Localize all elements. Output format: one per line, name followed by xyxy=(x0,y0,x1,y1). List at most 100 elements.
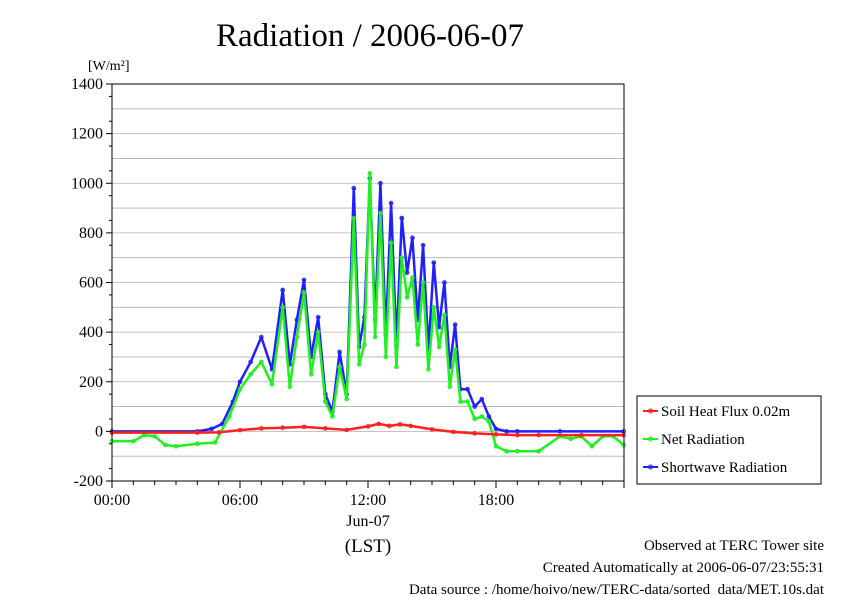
data-point xyxy=(351,215,357,221)
data-point xyxy=(436,344,442,350)
data-point xyxy=(486,414,492,419)
data-point xyxy=(465,399,470,404)
data-point xyxy=(280,305,285,310)
data-point xyxy=(294,334,300,340)
data-point xyxy=(173,443,179,449)
data-point xyxy=(426,367,431,372)
data-point xyxy=(479,414,485,419)
x-axis: 00:00 06:00 12:00 18:00 xyxy=(94,481,625,509)
data-point xyxy=(344,427,349,433)
data-point xyxy=(344,396,349,402)
series-line-net-radiation xyxy=(112,172,625,453)
data-point xyxy=(408,423,413,429)
y-tick-label: 800 xyxy=(79,225,103,242)
data-point xyxy=(362,342,367,347)
data-point xyxy=(337,349,342,355)
y-axis-unit: [W/m²] xyxy=(88,59,130,74)
legend-marker xyxy=(648,464,653,470)
data-point xyxy=(356,362,362,367)
y-tick-label: -200 xyxy=(74,473,103,490)
data-point xyxy=(472,404,477,409)
data-point xyxy=(259,334,264,340)
data-point xyxy=(330,414,335,419)
data-point xyxy=(280,425,285,430)
x-date-label: Jun-07 xyxy=(346,513,390,530)
data-point xyxy=(493,432,499,437)
data-point xyxy=(388,240,394,246)
data-point xyxy=(259,426,264,431)
data-point xyxy=(367,171,373,176)
data-point xyxy=(388,200,394,206)
data-point xyxy=(399,215,405,221)
data-point xyxy=(383,354,389,360)
data-point xyxy=(589,443,595,449)
data-point xyxy=(472,416,477,422)
data-point xyxy=(351,185,357,191)
legend-label: Shortwave Radiation xyxy=(661,460,788,476)
data-point xyxy=(248,372,253,377)
data-point xyxy=(451,429,456,435)
x-tick-label: 18:00 xyxy=(478,492,514,509)
chart-title: Radiation / 2006-06-07 xyxy=(216,18,524,54)
legend-marker xyxy=(648,436,653,442)
data-point xyxy=(557,429,563,434)
data-point xyxy=(387,423,392,429)
data-point xyxy=(394,364,399,370)
data-point xyxy=(397,422,403,427)
data-point xyxy=(237,379,243,385)
data-point xyxy=(486,419,492,424)
data-point xyxy=(399,255,405,260)
data-point xyxy=(504,429,509,434)
data-point xyxy=(536,432,541,438)
footer-source: Data source : /home/hoivo/new/TERC-data/… xyxy=(409,582,825,595)
data-point xyxy=(515,432,520,438)
data-point xyxy=(308,372,314,377)
data-point xyxy=(458,399,463,404)
series-layer xyxy=(109,171,626,454)
data-point xyxy=(376,421,381,427)
y-tick-label: 400 xyxy=(79,324,103,341)
footer-observed: Observed at TERC Tower site xyxy=(644,538,824,554)
data-point xyxy=(131,439,136,444)
y-tick-label: 600 xyxy=(79,275,103,292)
data-point xyxy=(465,386,470,392)
data-point xyxy=(404,295,410,300)
data-point xyxy=(420,242,426,248)
series-line-soil-heat-flux-0-02m xyxy=(112,422,624,437)
data-point xyxy=(248,359,253,365)
data-point xyxy=(515,448,520,454)
data-point xyxy=(280,287,285,293)
data-point xyxy=(212,440,218,445)
data-point xyxy=(420,280,426,285)
y-tick-label: 200 xyxy=(79,374,103,391)
y-axis: 1400 1200 1000 800 600 400 200 0 -200 xyxy=(71,76,112,490)
data-point xyxy=(493,426,499,432)
data-point xyxy=(442,312,447,318)
data-point xyxy=(195,430,200,435)
data-point xyxy=(301,290,307,295)
x-tick-label: 06:00 xyxy=(222,492,258,509)
data-point xyxy=(163,442,168,448)
data-point xyxy=(579,432,584,438)
data-point xyxy=(378,210,383,216)
data-point xyxy=(568,436,573,442)
data-point xyxy=(479,396,485,402)
data-point xyxy=(269,381,275,387)
data-point xyxy=(410,235,415,241)
data-point xyxy=(452,322,458,327)
data-point xyxy=(209,426,214,432)
data-point xyxy=(216,430,221,435)
data-point xyxy=(323,399,328,404)
data-point xyxy=(429,427,435,432)
data-point xyxy=(404,270,410,275)
data-point xyxy=(442,280,447,285)
data-point xyxy=(378,180,383,186)
data-point xyxy=(372,334,378,340)
data-point xyxy=(493,443,499,449)
data-point xyxy=(315,329,321,335)
data-point xyxy=(227,414,232,419)
x-axis-label: (LST) xyxy=(345,536,391,557)
data-point xyxy=(504,448,509,454)
legend-label: Net Radiation xyxy=(661,432,745,448)
data-point xyxy=(431,260,437,265)
